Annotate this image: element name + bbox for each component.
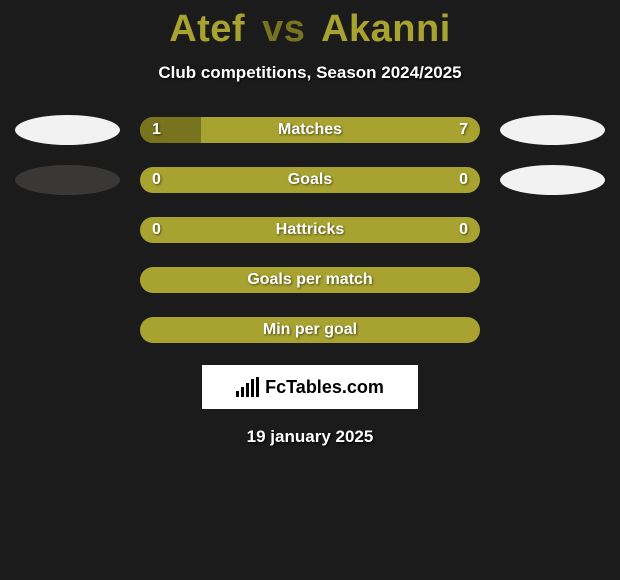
- stat-row: Min per goal: [0, 315, 620, 345]
- team-marker-left: [15, 115, 120, 145]
- stat-value-left: 0: [152, 221, 161, 239]
- stat-row: Goals per match: [0, 265, 620, 295]
- stat-rows: 1 7 Matches 0 0 Goals 0 0 Hattricks Goals per mat…: [0, 115, 620, 345]
- stat-row: 0 0 Hattricks: [0, 215, 620, 245]
- stat-value-right: 0: [459, 221, 468, 239]
- stat-fill-left: [140, 117, 201, 143]
- team-marker-right: [500, 165, 605, 195]
- title-player2: Akanni: [321, 8, 451, 50]
- stat-bar: 0 0 Goals: [140, 167, 480, 193]
- branding-badge: FcTables.com: [202, 365, 418, 409]
- chart-icon: [236, 377, 259, 397]
- comparison-card: Atef vs Akanni Club competitions, Season…: [0, 0, 620, 447]
- stat-bar: 1 7 Matches: [140, 117, 480, 143]
- stat-bar: Min per goal: [140, 317, 480, 343]
- stat-value-right: 0: [459, 171, 468, 189]
- stat-value-left: 0: [152, 171, 161, 189]
- stat-label: Goals per match: [247, 271, 372, 289]
- stat-label: Min per goal: [263, 321, 357, 339]
- stat-row: 0 0 Goals: [0, 165, 620, 195]
- stat-bar: 0 0 Hattricks: [140, 217, 480, 243]
- stat-value-left: 1: [152, 121, 161, 139]
- title-vs: vs: [262, 8, 305, 50]
- title-player1: Atef: [169, 8, 245, 50]
- team-marker-right: [500, 115, 605, 145]
- stat-row: 1 7 Matches: [0, 115, 620, 145]
- stat-value-right: 7: [459, 121, 468, 139]
- stat-bar: Goals per match: [140, 267, 480, 293]
- date-label: 19 january 2025: [0, 427, 620, 447]
- stat-label: Matches: [278, 121, 342, 139]
- branding-text: FcTables.com: [265, 377, 384, 398]
- subtitle: Club competitions, Season 2024/2025: [0, 63, 620, 83]
- stat-label: Goals: [288, 171, 332, 189]
- page-title: Atef vs Akanni: [0, 8, 620, 51]
- stat-label: Hattricks: [276, 221, 344, 239]
- team-marker-left: [15, 165, 120, 195]
